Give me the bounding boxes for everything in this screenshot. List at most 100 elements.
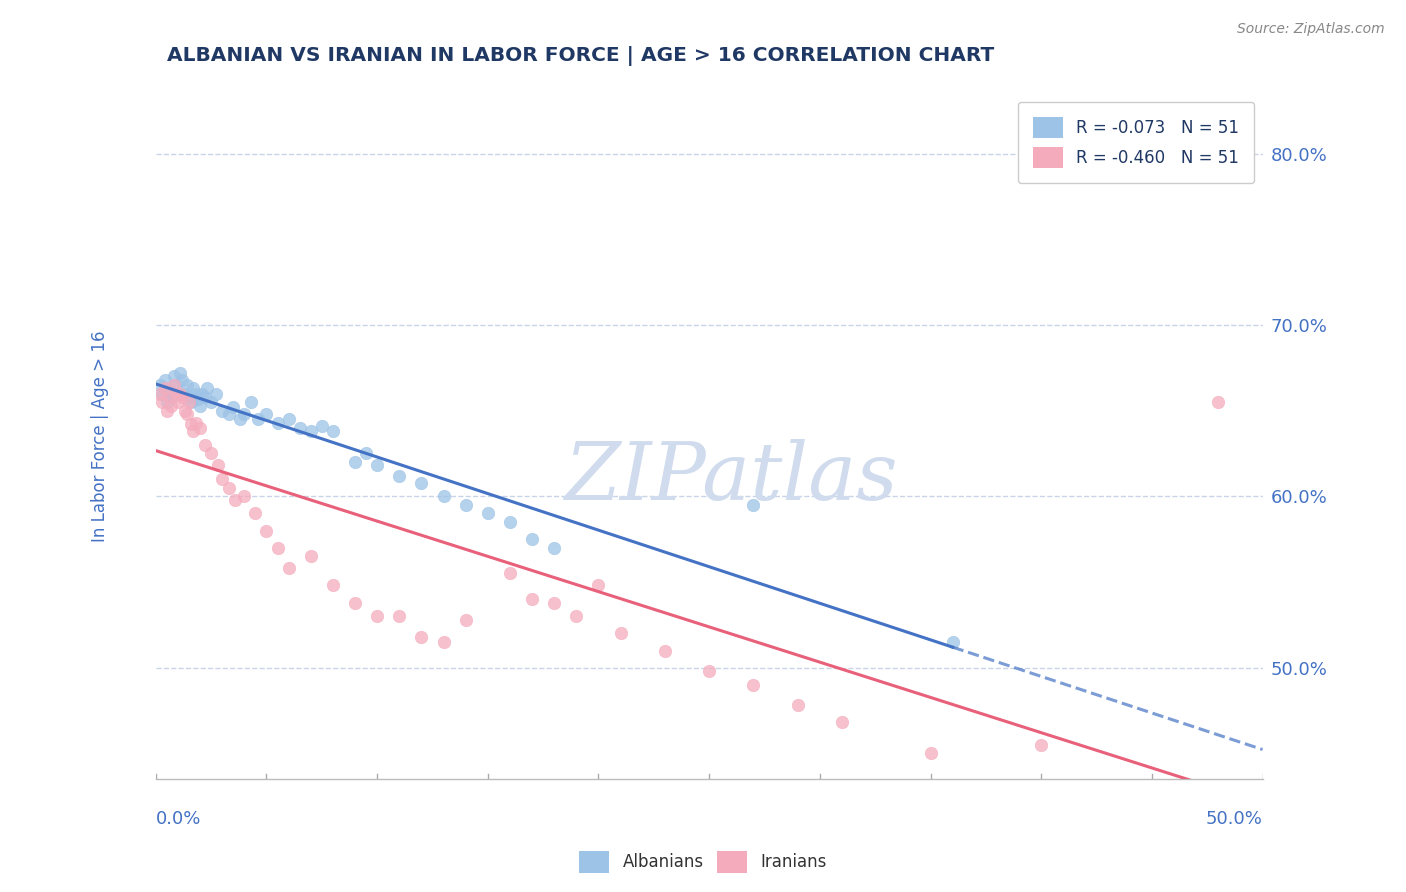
Point	[176, 407, 198, 421]
Point	[200, 395, 222, 409]
Point	[277, 561, 299, 575]
Point	[543, 541, 565, 555]
Point	[366, 458, 388, 473]
Point	[942, 635, 965, 649]
Point	[172, 390, 194, 404]
Text: ALBANIAN VS IRANIAN IN LABOR FORCE | AGE > 16 CORRELATION CHART: ALBANIAN VS IRANIAN IN LABOR FORCE | AGE…	[167, 46, 994, 66]
Point	[344, 455, 367, 469]
Point	[211, 403, 233, 417]
Point	[831, 715, 853, 730]
Point	[188, 399, 211, 413]
Point	[157, 390, 180, 404]
Point	[246, 412, 269, 426]
Point	[188, 421, 211, 435]
Point	[266, 416, 288, 430]
Point	[149, 386, 172, 401]
Point	[543, 596, 565, 610]
Point	[499, 515, 522, 529]
Point	[191, 386, 214, 401]
Point	[193, 438, 215, 452]
Point	[233, 407, 256, 421]
Point	[344, 596, 367, 610]
Point	[157, 383, 180, 397]
Point	[169, 366, 191, 380]
Point	[204, 386, 226, 401]
Point	[432, 489, 454, 503]
Point	[180, 417, 202, 432]
Point	[172, 373, 194, 387]
Point	[499, 566, 522, 581]
Point	[165, 386, 187, 401]
Point	[222, 401, 245, 415]
Point	[366, 609, 388, 624]
Point	[152, 395, 174, 409]
Point	[169, 386, 191, 401]
Point	[180, 395, 202, 409]
Point	[195, 381, 218, 395]
Point	[697, 664, 720, 678]
Point	[173, 386, 195, 401]
Point	[167, 386, 190, 401]
Point	[288, 421, 311, 435]
Point	[245, 507, 267, 521]
Point	[167, 395, 190, 409]
Point	[277, 412, 299, 426]
Point	[786, 698, 808, 713]
Point	[742, 678, 765, 692]
Point	[256, 524, 278, 538]
Point	[299, 549, 322, 564]
Point	[162, 378, 184, 392]
Point	[162, 369, 184, 384]
Point	[218, 407, 240, 421]
Point	[266, 541, 288, 555]
Point	[520, 532, 543, 546]
Point	[322, 578, 344, 592]
Point	[153, 373, 176, 387]
Legend: R = -0.073   N = 51, R = -0.460   N = 51: R = -0.073 N = 51, R = -0.460 N = 51	[1018, 102, 1254, 183]
Point	[388, 468, 411, 483]
Point	[609, 626, 631, 640]
Point	[183, 381, 205, 395]
Point	[177, 390, 200, 404]
Point	[184, 386, 207, 401]
Point	[588, 578, 610, 592]
Point	[207, 458, 229, 473]
Point	[156, 403, 179, 417]
Point	[311, 419, 333, 434]
Point	[149, 378, 172, 392]
Point	[184, 416, 207, 430]
Text: ZIPatlas: ZIPatlas	[565, 439, 898, 516]
Point	[322, 424, 344, 438]
Point	[152, 386, 174, 401]
Text: 50.0%: 50.0%	[1206, 810, 1263, 828]
Point	[520, 592, 543, 607]
Point	[1206, 395, 1229, 409]
Legend: Albanians, Iranians: Albanians, Iranians	[572, 845, 834, 880]
Point	[165, 378, 187, 392]
Point	[233, 489, 256, 503]
Point	[432, 635, 454, 649]
Point	[742, 498, 765, 512]
Point	[354, 446, 377, 460]
Point	[240, 395, 263, 409]
Point	[200, 446, 222, 460]
Point	[173, 403, 195, 417]
Point	[920, 747, 942, 761]
Point	[565, 609, 588, 624]
Point	[654, 643, 676, 657]
Point	[160, 390, 183, 404]
Point	[229, 412, 252, 426]
Point	[187, 392, 209, 406]
Point	[218, 481, 240, 495]
Point	[477, 507, 499, 521]
Point	[153, 381, 176, 395]
Point	[224, 492, 246, 507]
Point	[411, 475, 433, 490]
Point	[211, 472, 233, 486]
Point	[256, 407, 278, 421]
Point	[411, 630, 433, 644]
Point	[160, 399, 183, 413]
Text: 0.0%: 0.0%	[156, 810, 201, 828]
Point	[454, 613, 477, 627]
Point	[299, 424, 322, 438]
